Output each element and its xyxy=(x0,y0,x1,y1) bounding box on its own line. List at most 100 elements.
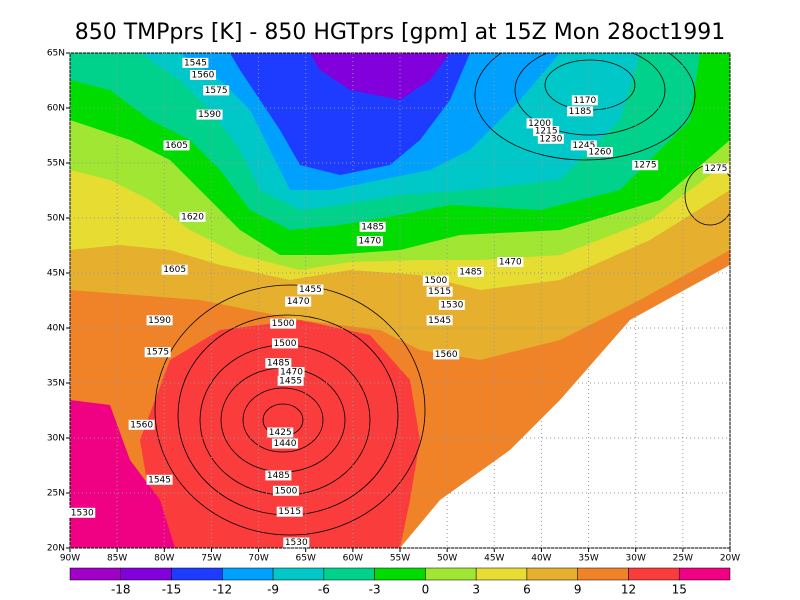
contour-label: 1530 xyxy=(69,507,96,518)
contour-label: 1605 xyxy=(163,140,190,151)
y-tick-label: 40N xyxy=(47,324,65,334)
contour-label-box xyxy=(69,507,96,518)
contour-label-box xyxy=(702,163,729,174)
contour-label: 1470 xyxy=(285,296,312,307)
contour-label: 1485 xyxy=(265,358,292,369)
colorbar-box xyxy=(222,567,274,581)
contour-label-box xyxy=(283,537,310,548)
contour-label: 1455 xyxy=(277,375,304,386)
contour-label-box xyxy=(267,427,294,438)
contour-label-box xyxy=(571,95,598,106)
contour-label-text: 1470 xyxy=(287,297,310,307)
y-tick-label: 20N xyxy=(47,544,65,554)
colorbar-label: -9 xyxy=(267,583,279,597)
contour-label: 1545 xyxy=(182,57,209,68)
contour-label-box xyxy=(356,236,383,247)
contour-label-text: 1545 xyxy=(148,475,171,485)
contour-label-box xyxy=(146,474,173,485)
x-tick-label: 90W xyxy=(60,554,80,564)
contour-label: 1425 xyxy=(267,427,294,438)
contour-label-box xyxy=(457,266,484,277)
contour-label-box xyxy=(526,118,553,129)
x-tick-label: 65W xyxy=(296,554,316,564)
x-tick-label: 25W xyxy=(673,554,693,564)
contour-label-box xyxy=(272,485,299,496)
contour-label-text: 1605 xyxy=(163,265,186,275)
contour-label: 1575 xyxy=(203,85,230,96)
contour-label-box xyxy=(497,257,524,267)
colorbar-box xyxy=(628,567,680,581)
contour-label: 1260 xyxy=(586,147,613,158)
colorbar-box xyxy=(475,567,528,581)
contour-label: 1275 xyxy=(632,160,659,171)
contour-label-box xyxy=(537,133,564,144)
contour-label-text: 1620 xyxy=(181,212,204,222)
contour-label: 1215 xyxy=(533,126,560,137)
contour-label-text: 1260 xyxy=(588,148,611,158)
contour-label: 1485 xyxy=(457,266,484,277)
contour-label-text: 1500 xyxy=(424,276,447,286)
contour-label-box xyxy=(586,147,613,157)
contour-label: 1500 xyxy=(271,338,298,349)
x-tick-label: 60W xyxy=(343,554,363,564)
contour-label-box xyxy=(297,284,324,295)
contour-label-box xyxy=(182,57,209,68)
y-tick-label: 55N xyxy=(47,159,65,169)
contour-label: 1455 xyxy=(297,284,324,295)
colorbar-box xyxy=(374,567,426,581)
contour-label-box xyxy=(533,126,560,137)
contour-label: 1200 xyxy=(526,118,553,129)
x-tick-label: 70W xyxy=(248,554,268,564)
x-tick-label: 30W xyxy=(626,554,646,564)
contour-label-text: 1485 xyxy=(459,267,482,277)
contour-label-text: 1515 xyxy=(428,287,451,297)
colorbar-label: 3 xyxy=(472,583,480,597)
x-tick-label: 45W xyxy=(484,554,504,564)
contour-label-text: 1500 xyxy=(274,486,297,496)
colorbar-label: 12 xyxy=(621,583,636,597)
contour-label-box xyxy=(433,349,460,360)
contour-label: 1500 xyxy=(270,318,297,329)
contour-label: 1470 xyxy=(278,367,305,378)
contour-label-box xyxy=(426,286,453,297)
contour-label: 1485 xyxy=(359,221,386,232)
contour-label-text: 1470 xyxy=(280,368,303,378)
contour-label-box xyxy=(179,211,206,222)
contour-label-text: 1275 xyxy=(704,164,727,174)
y-tick-label: 35N xyxy=(47,379,65,389)
contour-label: 1620 xyxy=(179,211,206,222)
contour-label-box xyxy=(567,106,594,117)
contour-label: 1560 xyxy=(189,70,216,81)
colorbar-label: -12 xyxy=(213,583,233,597)
contour-label-box xyxy=(570,140,597,151)
contour-label: 1530 xyxy=(283,537,310,548)
contour-label-text: 1530 xyxy=(440,300,463,310)
colorbar-box xyxy=(577,567,629,581)
contour-label-text: 1575 xyxy=(146,348,169,358)
contour-label-box xyxy=(128,419,155,430)
contour-label: 1590 xyxy=(146,315,173,326)
contour-label-text: 1200 xyxy=(528,119,551,129)
contour-label-text: 1515 xyxy=(278,507,301,517)
contour-label-text: 1275 xyxy=(634,161,657,171)
x-tick-label: 50W xyxy=(437,554,457,564)
x-tick-label: 85W xyxy=(107,554,127,564)
colorbar-box xyxy=(425,567,477,581)
contour-label: 1500 xyxy=(272,485,299,496)
contour-label-text: 1560 xyxy=(130,420,153,430)
contour-label-text: 1485 xyxy=(267,359,290,369)
contour-label-text: 1485 xyxy=(361,222,384,232)
colorbar-box xyxy=(323,567,375,581)
contour-label-box xyxy=(265,358,292,369)
colorbar-label: -18 xyxy=(111,583,131,597)
y-tick-label: 45N xyxy=(47,269,65,279)
contour-label-box xyxy=(270,318,297,329)
title: 850 TMPprs [K] - 850 HGTprs [gpm] at 15Z… xyxy=(75,20,726,45)
contour-label-box xyxy=(438,299,465,310)
contour-label: 1545 xyxy=(146,474,173,485)
contour-label-text: 1590 xyxy=(198,110,221,120)
y-tick-label: 65N xyxy=(47,49,65,59)
contour-label-box xyxy=(196,109,223,120)
contour-label: 1530 xyxy=(438,299,465,310)
